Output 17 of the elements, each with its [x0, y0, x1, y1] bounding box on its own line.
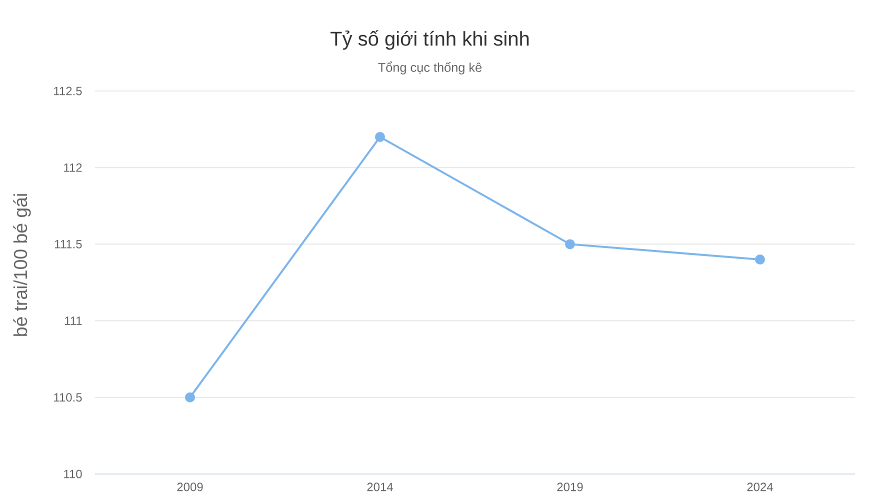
x-tick-label: 2019	[557, 482, 583, 492]
y-tick-label: 111.5	[54, 240, 82, 248]
y-tick-label: 112.5	[54, 86, 82, 96]
y-tick-label: 111	[64, 316, 82, 325]
x-tick-label: 2024	[747, 482, 773, 492]
chart-subtitle: Tổng cục thống kê	[378, 62, 482, 74]
x-tick-label: 2009	[177, 482, 203, 492]
point	[754, 254, 765, 265]
y-axis-title: bé trai/100 bé gái	[13, 194, 31, 336]
y-tick-label: 110.5	[54, 393, 82, 402]
point	[564, 239, 575, 250]
point	[185, 392, 196, 402]
y-tick-label: 112	[64, 163, 82, 172]
y-tick-label: 110	[64, 470, 82, 478]
x-tick-label: 2014	[367, 482, 393, 492]
chart-title: Tỷ số giới tính khi sinh	[330, 30, 529, 50]
point	[375, 132, 385, 142]
